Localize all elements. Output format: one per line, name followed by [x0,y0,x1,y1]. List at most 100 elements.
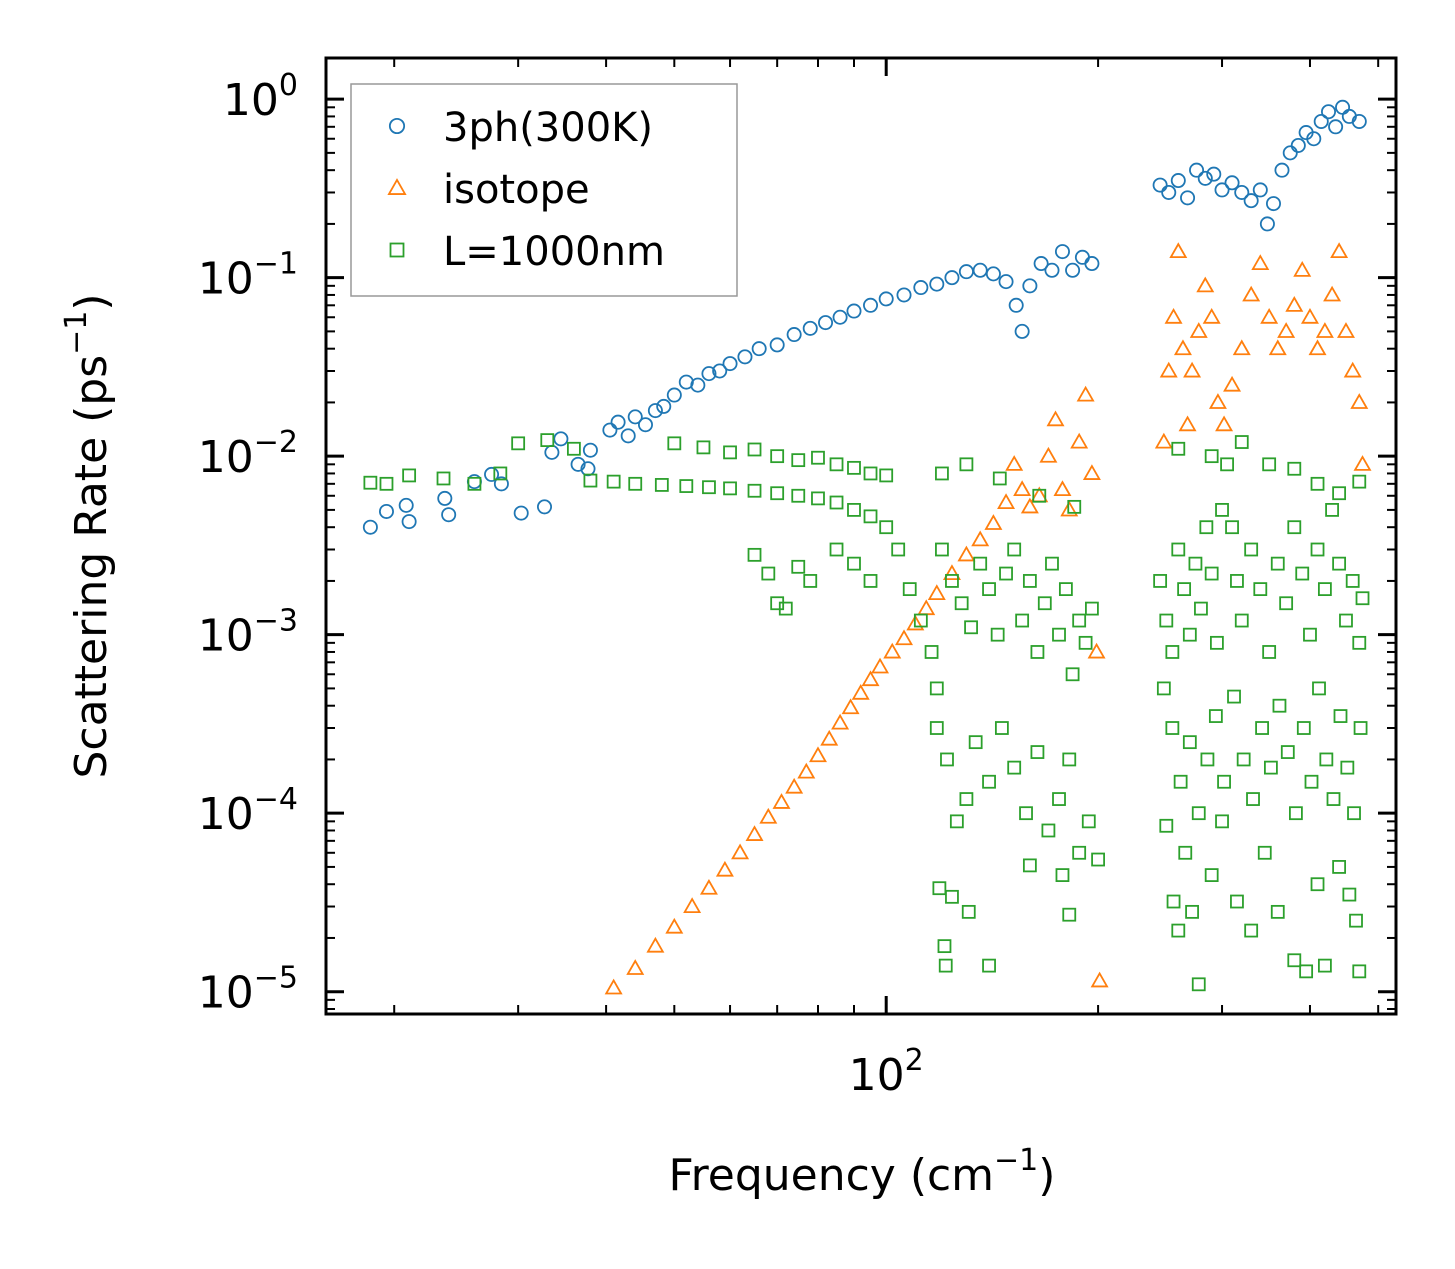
data-point [770,486,785,501]
y-axis-label: Scattering Rate (ps−1) [59,293,117,778]
data-point [1039,446,1058,463]
data-point [985,266,1001,282]
data-point [1200,752,1215,767]
data-point [1070,432,1089,449]
data-point [1053,480,1072,497]
x-axis-label: Frequency (cm−1) [669,1143,1056,1201]
data-point [1285,296,1304,312]
data-point [959,457,974,472]
data-point [1270,904,1285,919]
data-point [998,274,1014,290]
data-point [1215,415,1234,432]
data-point [1154,432,1173,449]
data-point [1328,119,1344,135]
data-point [610,414,626,430]
data-point [1065,262,1081,278]
data-point [1279,596,1294,611]
data-point [770,449,785,464]
data-point [1236,752,1251,767]
data-point [851,683,870,700]
data-point [1350,393,1369,409]
data-point [1223,375,1242,392]
data-point [1208,709,1223,723]
data-point [1323,285,1342,302]
data-point [831,713,850,730]
data-point [863,574,878,588]
data-point [540,433,555,448]
data-point [1062,907,1077,922]
data-point [1339,613,1353,628]
y-tick-label: 100 [223,68,298,126]
data-point [1347,806,1361,821]
data-point [702,480,716,495]
data-point [583,473,598,488]
data-point [723,445,737,460]
data-point [553,431,569,447]
data-point [690,377,706,393]
legend-box [350,83,738,297]
data-point [972,262,988,278]
data-point [1191,806,1206,821]
data-point [932,881,947,896]
data-point [1159,361,1178,378]
data-point [871,657,890,674]
data-point [1304,774,1319,789]
data-point [537,499,553,515]
y-tick-label: 10−4 [198,782,298,840]
data-point [747,547,762,562]
data-point [1299,964,1314,979]
data-point [1224,175,1240,191]
data-point [1072,845,1087,860]
x-tick-label: 102 [849,1043,924,1101]
data-point [1325,502,1339,517]
data-point [747,483,762,498]
data-point [1194,601,1208,616]
data-point [683,897,702,914]
data-point [1313,113,1329,129]
data-point [1067,499,1082,514]
data-point [896,287,912,303]
data-point [627,409,643,425]
data-point [715,860,734,877]
data-point [1330,242,1349,259]
data-point [1317,582,1332,597]
data-point [1159,613,1174,628]
data-point [1022,278,1038,294]
data-point [1060,500,1079,517]
data-point [1182,735,1197,750]
data-point [808,746,827,763]
data-point [1326,792,1341,806]
data-point [1268,339,1287,356]
data-point [1287,953,1302,968]
data-point [883,642,902,659]
data-point [1333,709,1348,723]
data-point [1262,645,1277,659]
data-point [1310,877,1325,892]
data-point [863,297,879,313]
data-point [1197,170,1213,186]
data-point [1177,582,1192,597]
data-point [679,479,694,493]
data-point [1289,806,1303,821]
data-point [968,735,983,750]
data-point [847,460,861,475]
data-point [1019,806,1033,821]
data-point [1351,113,1367,129]
legend-marker-square [389,242,405,258]
data-point [1007,760,1022,775]
data-point [1072,613,1087,628]
data-point [582,442,598,458]
data-point [511,436,526,451]
data-point [712,363,728,379]
data-point [1234,613,1249,628]
data-point [791,488,806,503]
data-point [811,450,825,465]
data-point [1008,297,1024,313]
data-point [997,493,1016,509]
data-point [961,904,976,919]
legend-entries: 3ph(300K) isotope L=1000nm [387,105,665,275]
legend-entry: isotope [387,167,590,213]
data-point [1170,173,1186,189]
data-point [879,468,894,483]
